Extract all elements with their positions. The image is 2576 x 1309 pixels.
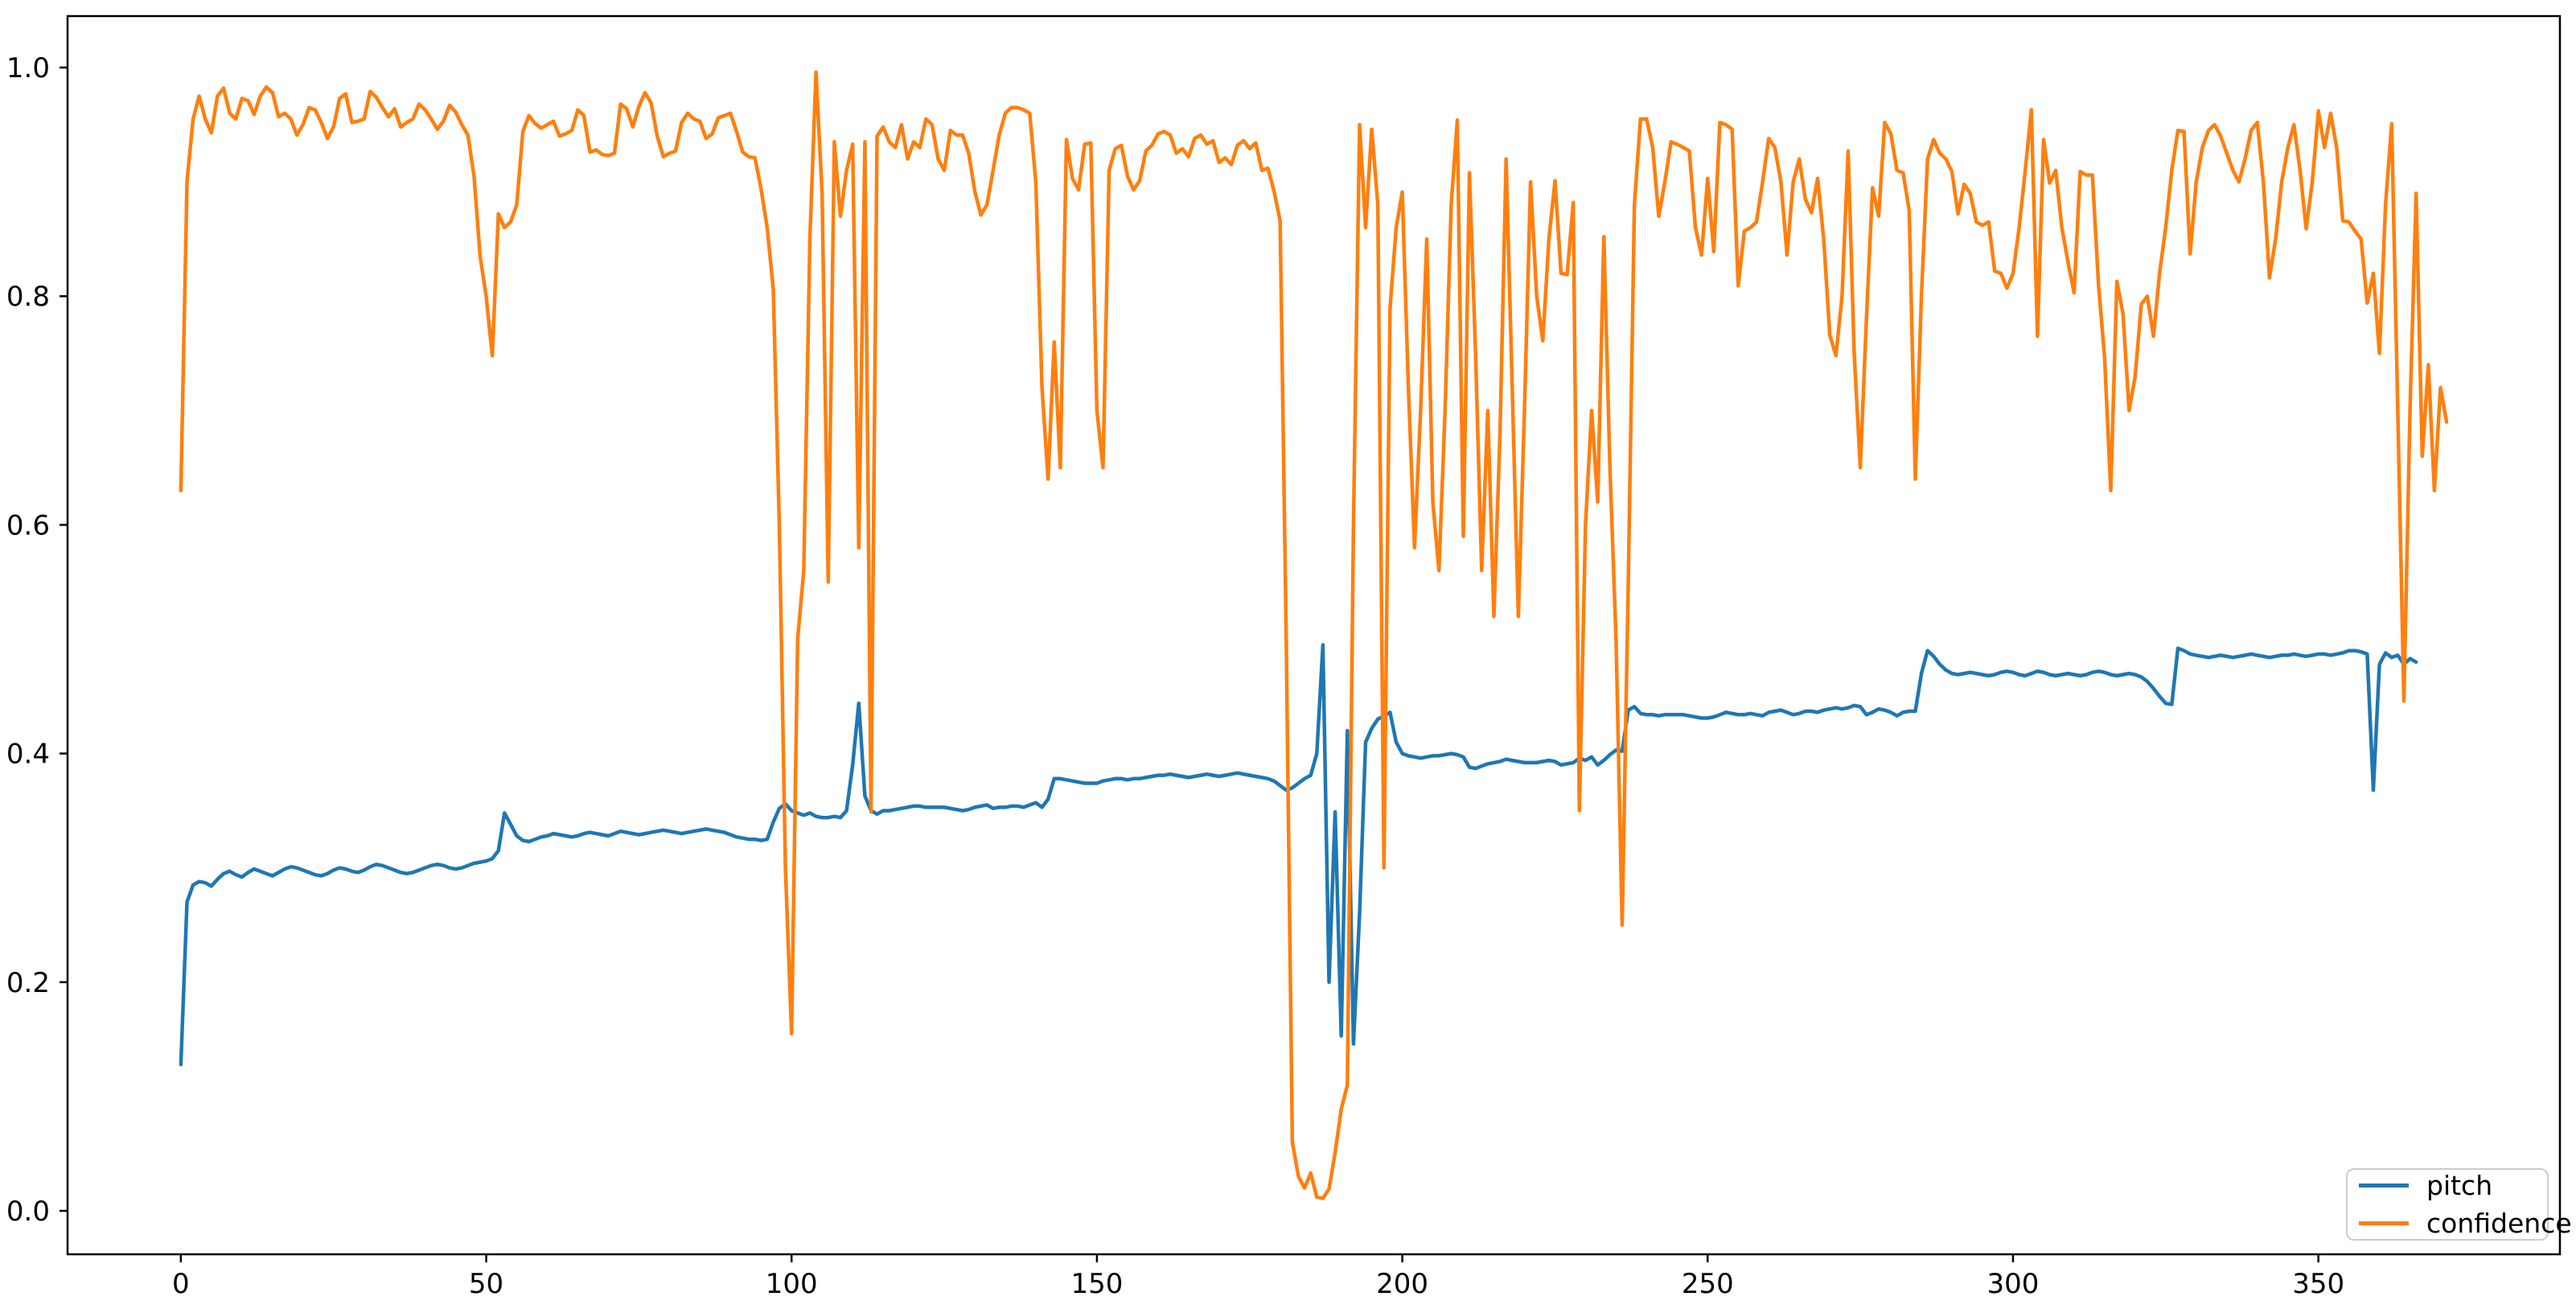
x-axis-tick-label: 50 [469,1268,503,1300]
pitch-line-swatch [2359,1183,2409,1188]
plot-border [66,14,2562,1256]
series-layer [179,70,2449,1200]
axes-layer: 0 50 100 150 200 250 300 350 0.0 0.2 0.4 0.6 0.8 1.0 [6,14,2562,1300]
legend-entry-pitch: pitch [2359,1172,2536,1199]
confidence-line-swatch [2359,1221,2409,1225]
y-axis-tick-label: 0.2 [6,967,50,999]
legend-entry-confidence: confidence [2359,1210,2572,1237]
x-axis-tick-label: 250 [1682,1268,1734,1300]
pitch-line [179,643,2418,1067]
y-axis-tick-label: 0.0 [6,1196,50,1228]
x-axis-tick-label: 100 [766,1268,818,1300]
y-axis-tick-label: 0.4 [6,739,50,771]
legend-label-pitch: pitch [2426,1170,2493,1201]
legend-label-confidence: confidence [2426,1208,2572,1239]
x-axis-tick-label: 150 [1070,1268,1123,1300]
x-axis-tick-label: 200 [1376,1268,1428,1300]
y-axis-tick-label: 0.8 [6,281,50,313]
x-axis-tick-label: 350 [2292,1268,2344,1300]
y-axis-tick-label: 1.0 [6,52,50,84]
legend: pitch confidence [2346,1168,2572,1241]
x-axis-tick-label: 0 [172,1268,190,1300]
confidence-line [179,70,2449,1200]
x-axis-tick-label: 300 [1987,1268,2040,1300]
y-axis-tick-label: 0.6 [6,509,50,541]
